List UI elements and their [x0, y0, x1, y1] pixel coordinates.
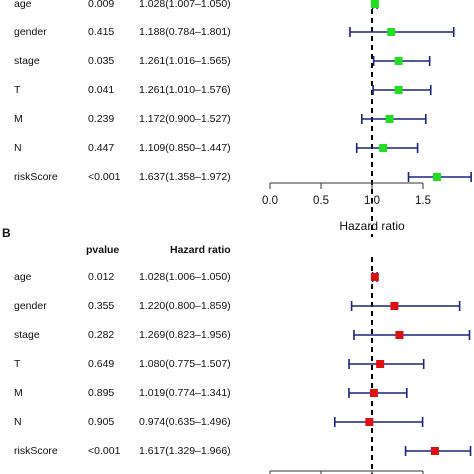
hazard-ratio-header: Hazard ratio [170, 244, 231, 256]
variable-label: M [14, 387, 23, 399]
hr-ci-text: 0.974(0.635–1.496) [139, 416, 231, 428]
hr-ci-text: 1.261(1.010–1.576) [139, 84, 231, 96]
x-tick-label: 1.5 [415, 195, 431, 207]
pvalue-cell: 0.012 [88, 271, 115, 283]
variable-label: riskScore [14, 445, 58, 457]
variable-label: gender [14, 26, 47, 38]
panel-b-letter: B [2, 226, 11, 240]
pvalue-cell: 0.649 [88, 358, 115, 370]
pvalue-cell: <0.001 [88, 171, 121, 183]
hr-point [370, 0, 379, 8]
pvalue-cell: 0.035 [88, 55, 115, 67]
hr-point [379, 144, 388, 152]
hr-ci-text: 1.172(0.900–1.527) [139, 113, 231, 125]
variable-label: stage [14, 329, 40, 341]
hr-ci-text: 1.617(1.329–1.966) [139, 445, 231, 457]
variable-label: riskScore [14, 171, 58, 183]
hr-ci-text: 1.028(1.007–1.050) [139, 0, 231, 10]
hr-point [394, 57, 403, 65]
pvalue-cell: <0.001 [88, 445, 121, 457]
variable-label: age [14, 0, 32, 10]
variable-label: T [14, 358, 21, 370]
hr-point [369, 389, 378, 397]
variable-label: T [14, 84, 21, 96]
hr-point [370, 273, 379, 281]
pvalue-cell: 0.905 [88, 416, 115, 428]
pvalue-cell: 0.415 [88, 26, 115, 38]
hr-point [430, 447, 439, 455]
forest-panel-1: 0.0 0.5 1.0 1.5 Hazard ratio [262, 0, 472, 237]
hr-point [432, 173, 441, 181]
pvalue-cell: 0.447 [88, 142, 115, 154]
variable-label: M [14, 113, 23, 125]
pvalue-header: pvalue [86, 244, 120, 256]
hr-ci-text: 1.261(1.016–1.565) [139, 55, 231, 67]
variable-label: N [14, 416, 22, 428]
hr-point [394, 86, 403, 94]
pvalue-cell: 0.041 [88, 84, 115, 96]
hr-ci-text: 1.028(1.006–1.050) [139, 271, 231, 283]
hr-ci-text: 1.109(0.850–1.447) [139, 142, 231, 154]
variable-label: age [14, 271, 32, 283]
forest-panel-2: 0.00.51.01.5 [269, 257, 472, 474]
pvalue-cell: 0.239 [88, 113, 115, 125]
hr-ci-text: 1.220(0.800–1.859) [139, 300, 231, 312]
variable-label: stage [14, 55, 40, 67]
hr-ci-text: 1.188(0.784–1.801) [139, 26, 231, 38]
variable-label: gender [14, 300, 47, 312]
x-axis-label: Hazard ratio [339, 219, 405, 233]
hr-point [395, 331, 404, 339]
hr-ci-text: 1.637(1.358–1.972) [139, 171, 231, 183]
hr-point [376, 360, 385, 368]
pvalue-cell: 0.009 [88, 0, 115, 10]
hr-point [385, 115, 394, 123]
x-tick-label: 0.0 [262, 195, 278, 207]
hr-ci-text: 1.019(0.774–1.341) [139, 387, 231, 399]
pvalue-cell: 0.895 [88, 387, 115, 399]
hr-ci-text: 1.269(0.823–1.956) [139, 329, 231, 341]
pvalue-cell: 0.355 [88, 300, 115, 312]
pvalue-cell: 0.282 [88, 329, 115, 341]
hr-point [365, 418, 374, 426]
variable-label: N [14, 142, 22, 154]
hr-point [387, 28, 396, 36]
hr-point [390, 302, 399, 310]
x-tick-label: 1.0 [364, 195, 380, 207]
x-tick-label: 0.5 [313, 195, 329, 207]
hr-ci-text: 1.080(0.775–1.507) [139, 358, 231, 370]
